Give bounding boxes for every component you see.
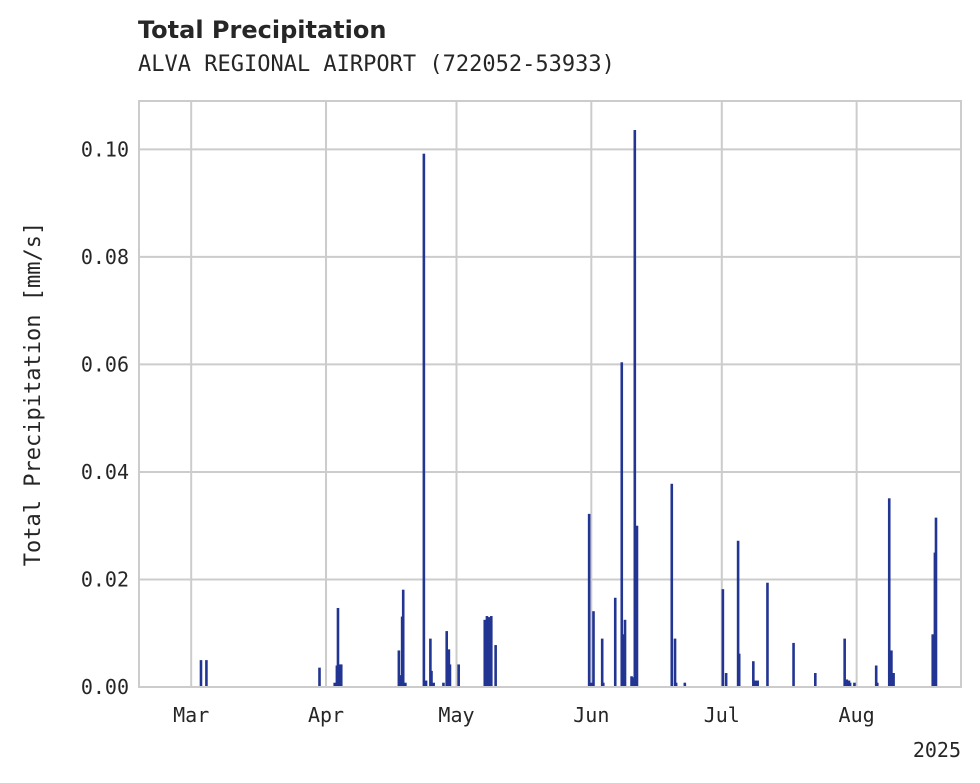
y-tick-label: 0.06	[81, 352, 129, 376]
precip-bar	[875, 682, 879, 687]
precip-bar	[843, 638, 846, 687]
precip-bar	[587, 513, 591, 687]
precip-bar	[442, 682, 445, 687]
precip-bar	[404, 682, 407, 687]
chart-subtitle: ALVA REGIONAL AIRPORT (722052-53933)	[138, 52, 615, 77]
precip-bar	[205, 660, 208, 687]
x-tick-label: Apr	[308, 703, 344, 727]
precip-bar	[635, 525, 639, 687]
precip-bar	[590, 682, 593, 687]
precip-bar	[199, 660, 203, 687]
precip-bar	[792, 642, 795, 687]
precip-bar	[494, 645, 497, 687]
tick-labels: 0.00 0.02 0.04 0.06 0.08 0.10 Mar Apr May Jun Jul A…	[81, 137, 875, 727]
precip-bar	[892, 673, 895, 687]
precip-bar	[721, 589, 725, 687]
precip-bar	[445, 631, 449, 687]
y-tick-label: 0.02	[81, 567, 129, 591]
y-tick-label: 0.00	[81, 675, 129, 699]
precip-bar	[845, 679, 849, 687]
y-axis-label: Total Precipitation [mm/s]	[21, 222, 46, 566]
precip-bar	[673, 638, 677, 687]
y-tick-label: 0.04	[81, 460, 129, 484]
precip-bar	[430, 670, 433, 687]
x-tick-label: Mar	[173, 703, 209, 727]
y-tick-label: 0.10	[81, 137, 129, 161]
x-tick-label: May	[438, 703, 474, 727]
precip-bar	[674, 682, 678, 687]
precip-bar	[432, 682, 435, 687]
y-tick-label: 0.08	[81, 245, 129, 269]
precip-bar	[489, 616, 493, 687]
precip-bar	[333, 682, 337, 687]
precip-bar	[429, 638, 432, 687]
precip-bar	[620, 362, 624, 687]
precip-bar	[631, 677, 634, 687]
precip-bar	[724, 673, 728, 687]
precip-bar	[766, 582, 769, 687]
x-tick-label: Jun	[573, 703, 609, 727]
chart-title: Total Precipitation	[138, 16, 387, 44]
precip-bar	[613, 597, 617, 687]
precip-bar	[424, 680, 428, 687]
precip-bar	[853, 682, 856, 687]
precip-bar	[487, 617, 491, 687]
precip-bar	[422, 153, 426, 688]
precip-bar	[848, 682, 852, 687]
precip-bar	[623, 619, 627, 687]
precip-bar	[397, 650, 401, 687]
precip-bar	[736, 540, 740, 687]
precip-bar	[670, 483, 674, 687]
precip-bar	[931, 634, 935, 687]
precip-bar	[448, 664, 452, 687]
precip-bar	[401, 589, 405, 687]
precip-bar	[756, 680, 759, 687]
grid-lines	[139, 101, 961, 688]
precip-bar	[336, 607, 340, 687]
precip-bar	[600, 638, 604, 687]
precip-bar	[934, 517, 938, 687]
precip-bar	[339, 664, 343, 687]
x-tick-label: Aug	[839, 703, 875, 727]
precip-bar	[318, 667, 321, 687]
precip-bar	[874, 665, 878, 687]
precip-bar	[737, 653, 741, 687]
bar-series	[199, 130, 938, 688]
precip-bar	[683, 682, 687, 687]
precip-bar	[592, 611, 595, 687]
precip-bar	[483, 619, 487, 687]
precip-bar	[752, 661, 755, 687]
year-label: 2025	[913, 738, 961, 762]
plot-frame	[138, 100, 962, 688]
x-tick-label: Jul	[704, 703, 740, 727]
precip-bar	[814, 673, 817, 687]
precip-bar	[754, 680, 757, 687]
precip-bar	[887, 498, 891, 687]
precip-bar	[601, 682, 605, 687]
precip-bar	[633, 130, 637, 687]
precip-bar	[890, 650, 893, 687]
precip-bar	[457, 664, 460, 687]
precip-bar	[485, 616, 489, 687]
